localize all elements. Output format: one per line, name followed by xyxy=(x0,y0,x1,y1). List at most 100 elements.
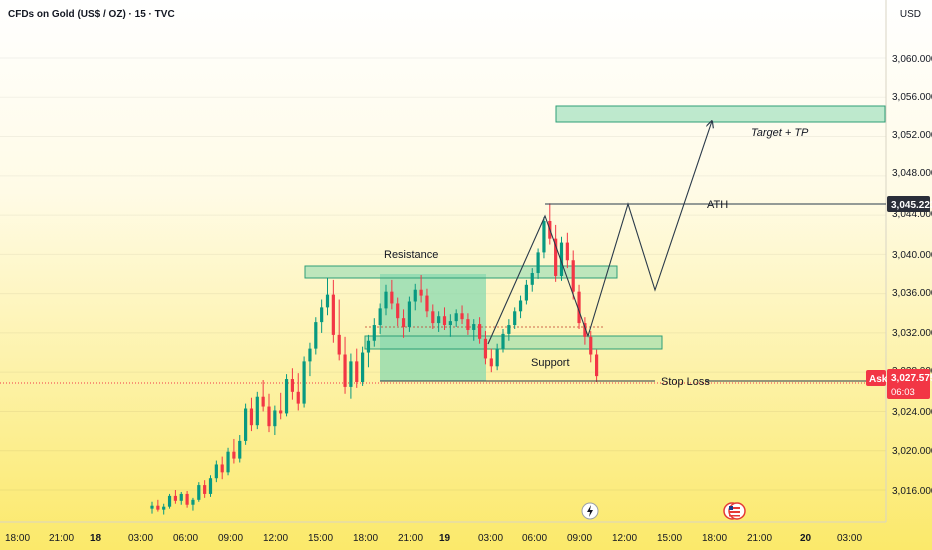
candle xyxy=(518,295,523,319)
candle-body xyxy=(384,291,388,309)
ask-tag[interactable] xyxy=(866,370,886,386)
time-tick: 18:00 xyxy=(702,533,727,544)
candle xyxy=(208,475,213,497)
candle-body xyxy=(191,499,195,505)
candle-body xyxy=(495,348,499,367)
candle xyxy=(173,490,177,504)
time-tick: 03:00 xyxy=(478,533,503,544)
candle-body xyxy=(232,451,236,459)
candle-body xyxy=(589,336,593,355)
ath-label: ATH xyxy=(707,199,728,211)
candle xyxy=(478,317,482,344)
candle xyxy=(524,279,528,305)
candle-body xyxy=(513,311,517,326)
candle-body xyxy=(530,273,534,285)
candle xyxy=(267,393,271,433)
candle-body xyxy=(507,325,511,334)
candle-body xyxy=(407,301,411,328)
target-zone[interactable] xyxy=(555,105,886,123)
candle xyxy=(156,499,160,512)
candle-body xyxy=(244,408,248,441)
time-tick: 15:00 xyxy=(308,533,333,544)
candle xyxy=(320,299,324,333)
candle-body xyxy=(314,322,318,349)
candle-body xyxy=(214,464,218,479)
candle-body xyxy=(162,506,166,510)
support-label: Support xyxy=(531,357,570,369)
candle xyxy=(167,493,172,509)
candle-body xyxy=(167,495,172,507)
candle xyxy=(454,309,458,328)
price-tick: 3,052.000 xyxy=(892,130,932,141)
candle xyxy=(384,284,388,316)
candle-body xyxy=(448,321,452,326)
currency-label[interactable]: USD xyxy=(899,9,921,20)
candle xyxy=(483,330,488,365)
candle xyxy=(542,217,546,259)
candle xyxy=(349,353,353,399)
candle xyxy=(238,435,242,463)
candle-body xyxy=(208,478,213,494)
time-tick: 18:00 xyxy=(5,533,30,544)
candle-body xyxy=(583,323,587,337)
candle xyxy=(302,356,306,408)
candle-body xyxy=(460,313,464,320)
candle-body xyxy=(337,334,341,355)
time-tick: 19 xyxy=(439,533,451,544)
candle xyxy=(589,330,593,363)
candle xyxy=(162,503,166,515)
candle-body xyxy=(249,408,254,426)
candle xyxy=(431,304,435,329)
time-axis[interactable]: 18:00 21:00 18 03:00 06:00 09:00 12:00 1… xyxy=(5,533,862,544)
candle-body xyxy=(320,307,324,323)
candle xyxy=(337,299,341,361)
grid-lines xyxy=(0,57,886,491)
ath-price-tag xyxy=(887,196,930,212)
price-tick: 3,032.000 xyxy=(892,328,932,339)
time-tick: 03:00 xyxy=(128,533,153,544)
time-tick: 20 xyxy=(800,533,812,544)
candle-body xyxy=(308,348,312,362)
candle-body xyxy=(390,291,394,304)
candle xyxy=(577,284,581,329)
price-tick: 3,024.000 xyxy=(892,407,932,418)
candle-body xyxy=(489,358,493,367)
candle-body xyxy=(518,300,523,312)
time-tick: 06:00 xyxy=(522,533,547,544)
time-tick: 15:00 xyxy=(657,533,682,544)
candle-body xyxy=(483,338,488,359)
candle xyxy=(489,348,493,373)
us-flag-icon[interactable] xyxy=(723,502,746,520)
price-tick: 3,036.000 xyxy=(892,288,932,299)
projection-path[interactable] xyxy=(487,121,712,345)
resistance-zone[interactable] xyxy=(304,265,618,279)
target-label: Target + TP xyxy=(751,127,809,139)
lightning-icon[interactable] xyxy=(581,502,599,520)
candle-body xyxy=(554,238,558,276)
price-tick: 3,016.000 xyxy=(892,486,932,497)
candle xyxy=(396,297,400,327)
candle-body xyxy=(255,396,259,426)
candle xyxy=(197,482,201,502)
candle-body xyxy=(173,495,177,501)
resistance-label: Resistance xyxy=(384,249,438,261)
candle-body xyxy=(478,324,482,339)
candle xyxy=(290,368,294,400)
price-tick: 3,056.000 xyxy=(892,92,932,103)
support-zone[interactable] xyxy=(364,335,663,350)
countdown-text: 06:03 xyxy=(891,387,915,398)
candle-body xyxy=(396,303,400,319)
candle-body xyxy=(296,391,300,404)
candle xyxy=(185,490,189,508)
ath-price-tag-text: 3,045.223 xyxy=(891,200,932,211)
candle-body xyxy=(267,406,271,427)
price-tick: 3,048.000 xyxy=(892,168,932,179)
candle-body xyxy=(185,493,189,505)
candle xyxy=(331,279,335,343)
candle xyxy=(226,447,230,476)
candle-body xyxy=(156,505,160,510)
candle-body xyxy=(595,354,599,377)
candle-body xyxy=(536,252,540,274)
